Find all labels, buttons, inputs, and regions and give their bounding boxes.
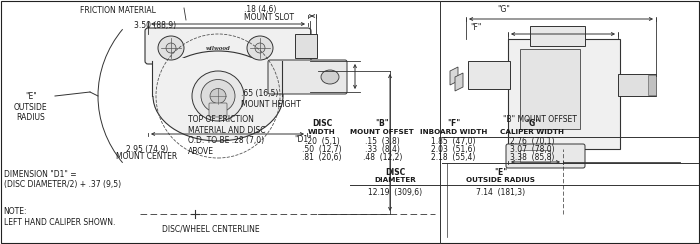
Text: 3.38  (85,8): 3.38 (85,8) (510, 153, 554, 162)
Text: 1.85  (47,0): 1.85 (47,0) (431, 137, 476, 146)
Polygon shape (455, 73, 463, 91)
Text: "F": "F" (447, 120, 460, 128)
Ellipse shape (247, 36, 273, 60)
Text: DISC: DISC (312, 120, 332, 128)
Bar (530, 26, 585, 46)
Text: TOP OF FRICTION
MATERIAL AND DISC
O.D. TO BE .28 (7,0)
ABOVE: TOP OF FRICTION MATERIAL AND DISC O.D. T… (188, 115, 265, 155)
Text: .81  (20,6): .81 (20,6) (302, 153, 342, 162)
Text: DISC: DISC (386, 168, 405, 176)
Text: .48  (12,2): .48 (12,2) (363, 153, 402, 162)
Text: "F": "F" (470, 23, 482, 32)
Text: .20  (5,1): .20 (5,1) (304, 137, 340, 146)
Text: .15  (3,8): .15 (3,8) (365, 137, 400, 146)
Polygon shape (450, 67, 458, 85)
Text: "G": "G" (498, 5, 510, 14)
Ellipse shape (158, 36, 184, 60)
Text: .33  (8,4): .33 (8,4) (365, 145, 400, 154)
Text: DIMENSION "D1" =
(DISC DIAMETER/2) + .37 (9,5): DIMENSION "D1" = (DISC DIAMETER/2) + .37… (4, 170, 120, 189)
Ellipse shape (192, 71, 244, 121)
Text: CALIPER WIDTH: CALIPER WIDTH (500, 129, 564, 135)
Ellipse shape (153, 51, 283, 141)
Bar (508, 39, 620, 149)
Ellipse shape (210, 89, 226, 103)
Text: 2.95 (74,9): 2.95 (74,9) (126, 145, 168, 154)
Ellipse shape (255, 43, 265, 53)
Text: "B": "B" (375, 120, 389, 128)
Text: INBOARD WIDTH: INBOARD WIDTH (420, 129, 487, 135)
Text: "G": "G" (525, 120, 539, 128)
Bar (152, 58, 282, 96)
Text: "E": "E" (494, 168, 507, 176)
Text: 12.19  (309,6): 12.19 (309,6) (368, 188, 423, 197)
Text: DIAMETER: DIAMETER (374, 177, 416, 183)
Text: OUTSIDE RADIUS: OUTSIDE RADIUS (466, 177, 535, 183)
FancyBboxPatch shape (209, 103, 227, 117)
Text: wilwood: wilwood (206, 45, 230, 51)
Text: FRICTION MATERIAL: FRICTION MATERIAL (80, 6, 156, 15)
Bar (618, 74, 656, 96)
Text: WIDTH: WIDTH (308, 129, 336, 135)
FancyBboxPatch shape (268, 60, 347, 94)
Bar (468, 61, 510, 89)
Text: "E"
OUTSIDE
RADIUS: "E" OUTSIDE RADIUS (14, 92, 48, 122)
Text: 2.03  (51,6): 2.03 (51,6) (431, 145, 476, 154)
Ellipse shape (166, 43, 176, 53)
Bar (520, 150, 550, 162)
Text: 2.18  (55,4): 2.18 (55,4) (431, 153, 476, 162)
Text: .18 (4,6): .18 (4,6) (244, 5, 276, 14)
Text: 7.14  (181,3): 7.14 (181,3) (476, 188, 525, 197)
Text: NOTE:
LEFT HAND CALIPER SHOWN.: NOTE: LEFT HAND CALIPER SHOWN. (4, 207, 115, 227)
Text: MOUNT OFFSET: MOUNT OFFSET (350, 129, 414, 135)
Text: 3.07  (78,0): 3.07 (78,0) (510, 145, 554, 154)
Text: "D1": "D1" (294, 135, 312, 143)
Text: MOUNT CENTER: MOUNT CENTER (116, 152, 178, 161)
Ellipse shape (321, 70, 339, 84)
FancyBboxPatch shape (506, 144, 585, 168)
Text: MOUNT SLOT: MOUNT SLOT (244, 13, 293, 21)
Ellipse shape (201, 80, 235, 112)
Text: .65 (16,5)
MOUNT HEIGHT: .65 (16,5) MOUNT HEIGHT (241, 89, 301, 109)
Text: 3.50 (88,9): 3.50 (88,9) (134, 21, 176, 30)
Text: .50  (12,7): .50 (12,7) (302, 145, 342, 154)
Bar (520, 49, 580, 129)
FancyBboxPatch shape (145, 28, 311, 64)
Text: DISC/WHEEL CENTERLINE: DISC/WHEEL CENTERLINE (162, 225, 260, 234)
Bar (295, 34, 317, 58)
Text: "B" MOUNT OFFSET: "B" MOUNT OFFSET (503, 115, 577, 124)
Text: 2.76  (70,1): 2.76 (70,1) (510, 137, 554, 146)
Bar (648, 75, 656, 95)
